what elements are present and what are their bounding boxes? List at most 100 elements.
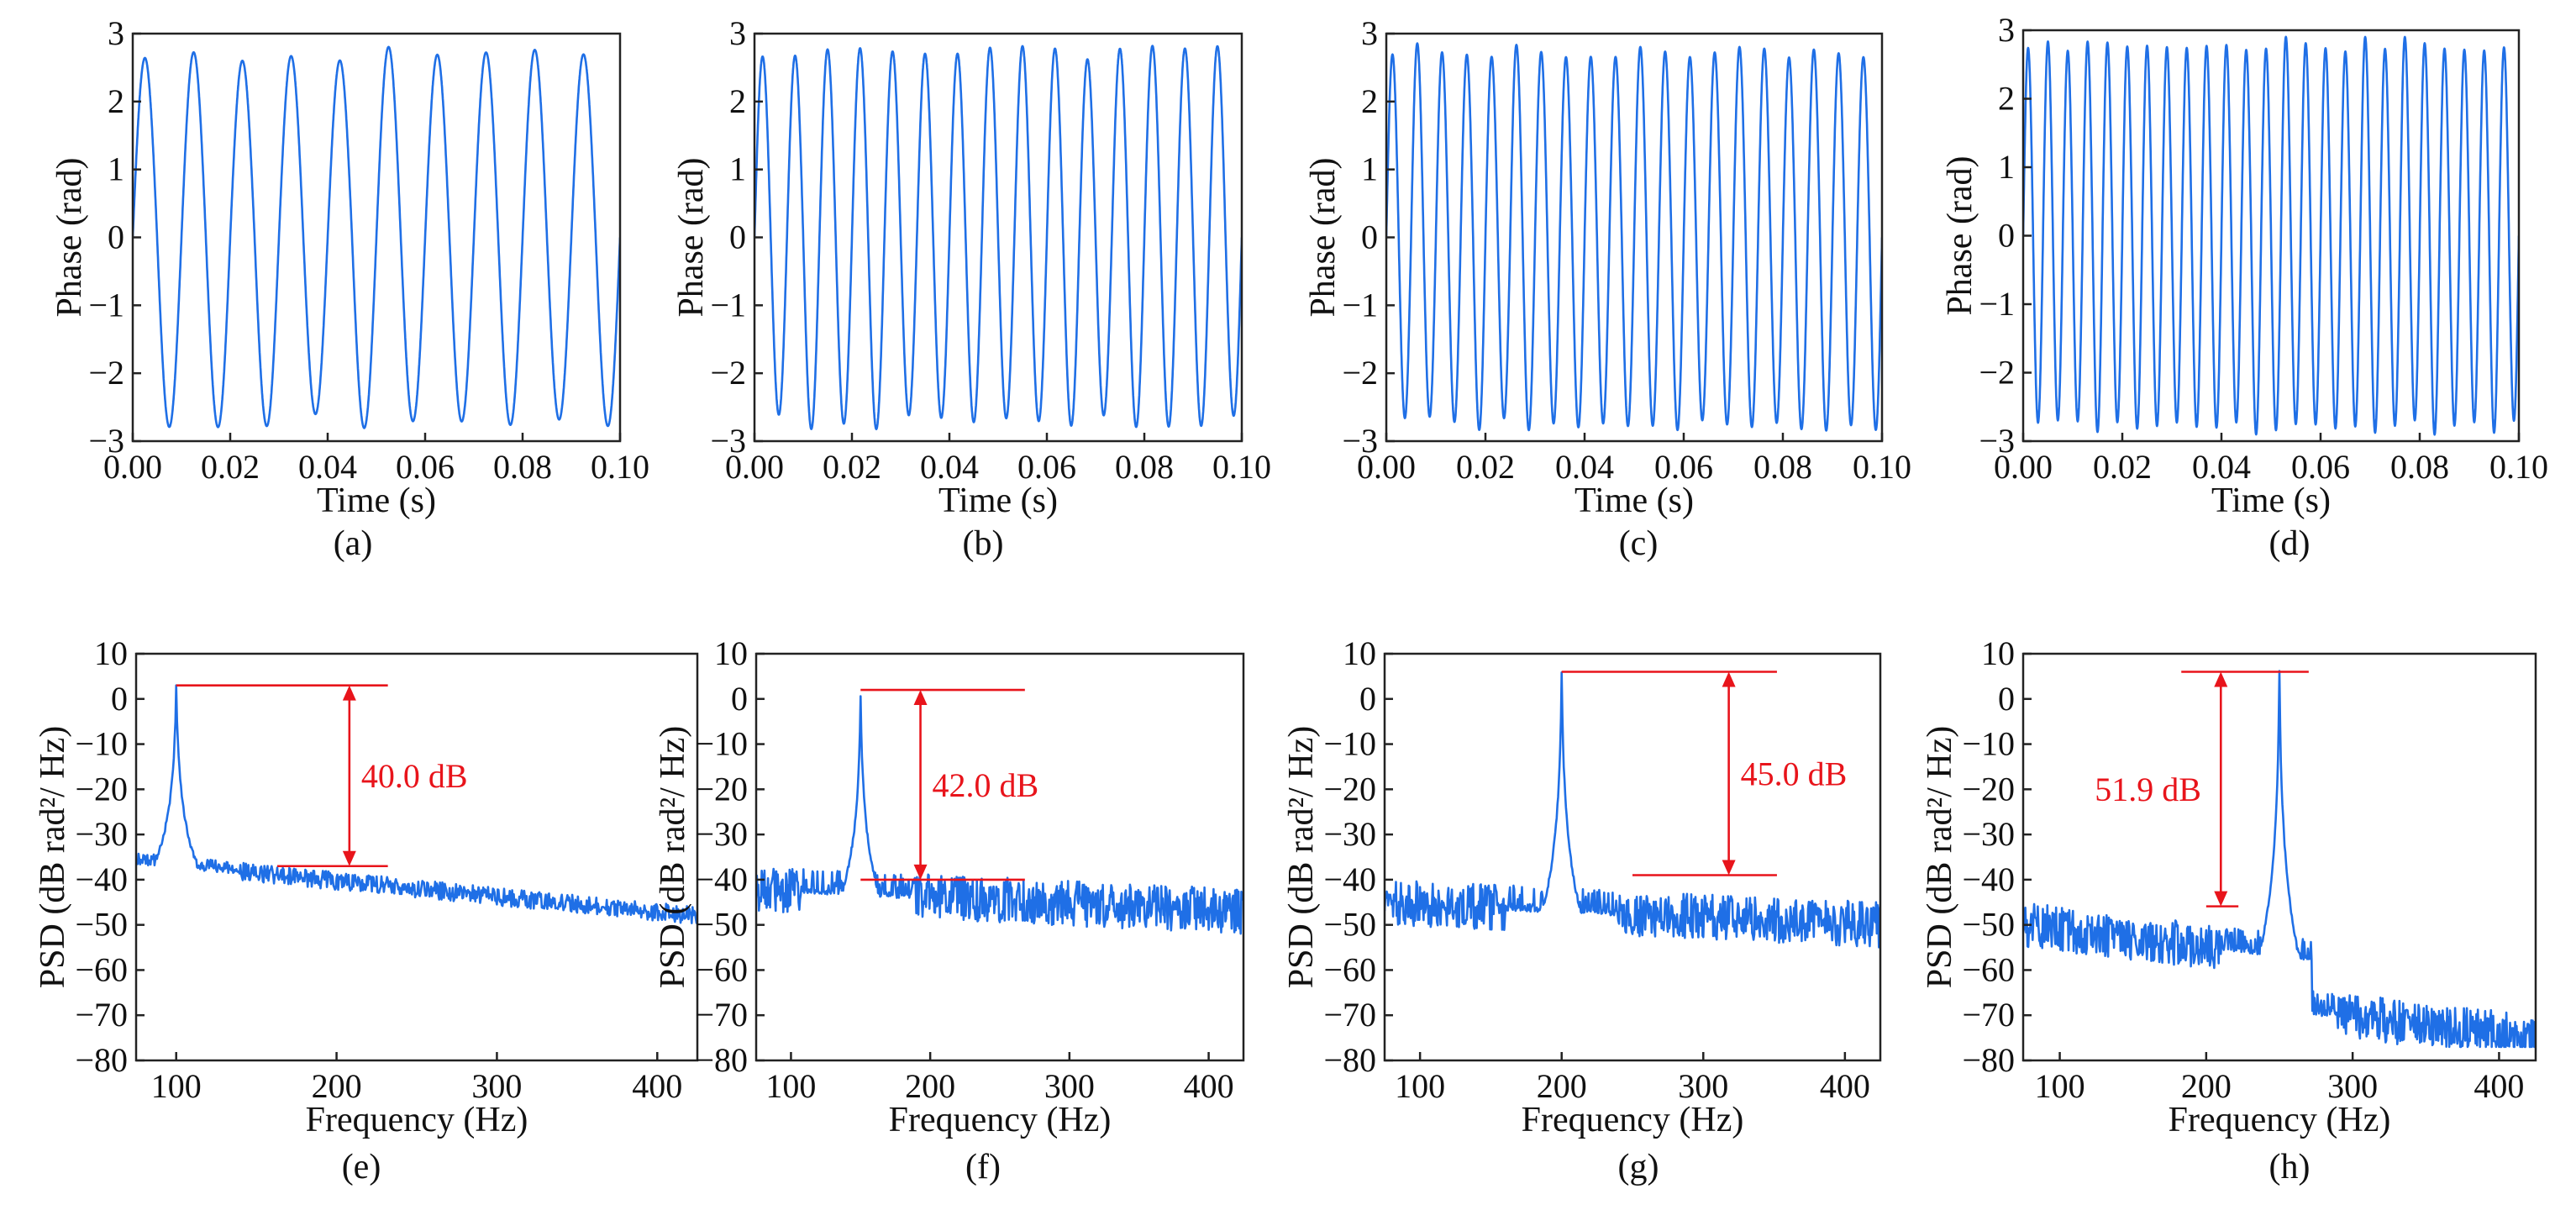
x-tick-label: 400 — [1820, 1067, 1870, 1105]
y-axis-label: PSD (dB rad²/ Hz) — [34, 726, 72, 988]
y-tick-label: 3 — [1998, 11, 2015, 49]
x-tick-label: 0.06 — [396, 448, 455, 486]
y-tick-label: −3 — [710, 422, 746, 460]
data-series-a — [133, 45, 620, 429]
x-tick-label: 100 — [151, 1067, 202, 1105]
panel-label: (h) — [2269, 1148, 2311, 1186]
y-axis-label: PSD (dB rad²/ Hz) — [654, 726, 692, 988]
y-tick-label: −2 — [1342, 354, 1378, 392]
x-tick-label: 0.08 — [2390, 448, 2449, 486]
y-tick-label: −80 — [1962, 1041, 2015, 1079]
y-tick-label: 0 — [1998, 680, 2015, 718]
x-axis-label: Time (s) — [1575, 481, 1694, 520]
x-tick-label: 300 — [2327, 1067, 2378, 1105]
arrow-head-up — [2214, 671, 2228, 687]
x-tick-label: 0.10 — [2489, 448, 2548, 486]
x-tick-label: 200 — [2181, 1067, 2232, 1105]
data-series-h — [2023, 670, 2536, 1049]
x-tick-label: 0.06 — [2291, 448, 2350, 486]
y-axis-label: Phase (rad) — [50, 157, 89, 317]
y-tick-label: 0 — [729, 218, 746, 256]
arrow-head-up — [342, 685, 356, 701]
x-tick-label: 0.04 — [298, 448, 357, 486]
panel-d: 3 2 1 0 −1 −2 −30.00 0.02 0.04 0.06 0.08 0.10 Time (… — [1941, 11, 2548, 563]
x-axis-label: Frequency (Hz) — [306, 1101, 528, 1139]
x-axis-label: Time (s) — [317, 481, 436, 520]
x-tick-label: 0.02 — [2093, 448, 2152, 486]
x-tick-label: 0.00 — [103, 448, 162, 486]
y-tick-label: 1 — [1361, 150, 1378, 188]
x-tick-label: 400 — [1184, 1067, 1234, 1105]
data-series-b — [754, 45, 1242, 431]
y-tick-label: 0 — [731, 680, 748, 718]
y-tick-label: 0 — [1361, 218, 1378, 256]
y-tick-label: 2 — [729, 82, 746, 120]
x-tick-label: 400 — [2473, 1067, 2524, 1105]
x-tick-label: 100 — [765, 1067, 816, 1105]
axes-frame — [754, 652, 1245, 1062]
y-axis-label: Phase (rad) — [1304, 157, 1343, 317]
x-tick-label: 100 — [1395, 1067, 1445, 1105]
y-tick-label: 3 — [108, 14, 124, 52]
x-tick-label: 0.10 — [1853, 448, 1911, 486]
dynamic-range-label: 45.0 dB — [1741, 755, 1848, 793]
arrow-head-up — [1722, 671, 1736, 687]
arrow-head-down — [342, 850, 356, 866]
y-tick-label: −50 — [695, 906, 748, 944]
x-tick-label: 0.04 — [920, 448, 979, 486]
y-tick-label: −3 — [88, 422, 124, 460]
y-tick-label: −20 — [1323, 770, 1376, 808]
y-tick-label: −70 — [1323, 996, 1376, 1034]
x-axis-label: Frequency (Hz) — [1522, 1101, 1744, 1139]
y-tick-label: −80 — [695, 1041, 748, 1079]
x-tick-label: 0.10 — [591, 448, 649, 486]
arrow-head-up — [913, 690, 928, 706]
y-tick-label: −50 — [1323, 906, 1376, 944]
y-tick-label: 0 — [111, 680, 128, 718]
y-tick-label: −30 — [695, 815, 748, 853]
x-tick-label: 300 — [1044, 1067, 1095, 1105]
x-tick-label: 0.04 — [2192, 448, 2251, 486]
y-tick-label: −3 — [1342, 422, 1378, 460]
y-tick-label: 2 — [1998, 80, 2015, 118]
y-tick-label: 10 — [1343, 634, 1376, 672]
y-tick-label: −40 — [695, 860, 748, 898]
x-tick-label: 300 — [1678, 1067, 1728, 1105]
y-tick-label: −40 — [1962, 860, 2015, 898]
panel-label: (c) — [1619, 524, 1659, 563]
y-tick-label: −10 — [75, 725, 128, 763]
x-tick-label: 0.00 — [1357, 448, 1416, 486]
panel-label: (b) — [963, 524, 1004, 563]
x-axis-label: Time (s) — [938, 481, 1058, 520]
y-tick-label: 3 — [729, 14, 746, 52]
y-tick-label: −10 — [695, 725, 748, 763]
y-axis-label: PSD (dB rad²/ Hz) — [1282, 726, 1321, 988]
y-tick-label: 3 — [1361, 14, 1378, 52]
y-tick-label: 2 — [1361, 82, 1378, 120]
y-tick-label: 1 — [108, 150, 124, 188]
y-tick-label: −20 — [75, 770, 128, 808]
dynamic-range-label: 42.0 dB — [933, 766, 1039, 804]
y-tick-label: 2 — [108, 82, 124, 120]
x-tick-label: 0.00 — [725, 448, 784, 486]
axes-frame — [2021, 652, 2537, 1062]
x-tick-label: 200 — [1537, 1067, 1587, 1105]
arrow-head-down — [1722, 860, 1736, 876]
arrow-head-down — [913, 864, 928, 880]
y-tick-label: 0 — [108, 218, 124, 256]
x-tick-label: 200 — [905, 1067, 955, 1105]
x-tick-label: 0.06 — [1654, 448, 1713, 486]
y-axis-label: PSD (dB rad²/ Hz) — [1921, 726, 1959, 988]
x-tick-label: 100 — [2035, 1067, 2085, 1105]
y-tick-label: 0 — [1998, 217, 2015, 255]
panel-label: (e) — [342, 1148, 381, 1186]
arrow-head-down — [2214, 891, 2228, 907]
y-tick-label: −40 — [1323, 860, 1376, 898]
x-tick-label: 0.02 — [823, 448, 881, 486]
y-tick-label: −60 — [1962, 950, 2015, 988]
x-tick-label: 0.08 — [493, 448, 552, 486]
x-tick-label: 0.08 — [1753, 448, 1812, 486]
